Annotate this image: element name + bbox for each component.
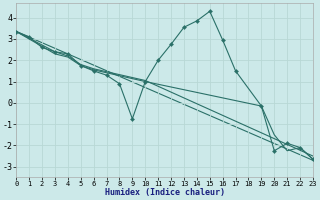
X-axis label: Humidex (Indice chaleur): Humidex (Indice chaleur)	[105, 188, 225, 197]
